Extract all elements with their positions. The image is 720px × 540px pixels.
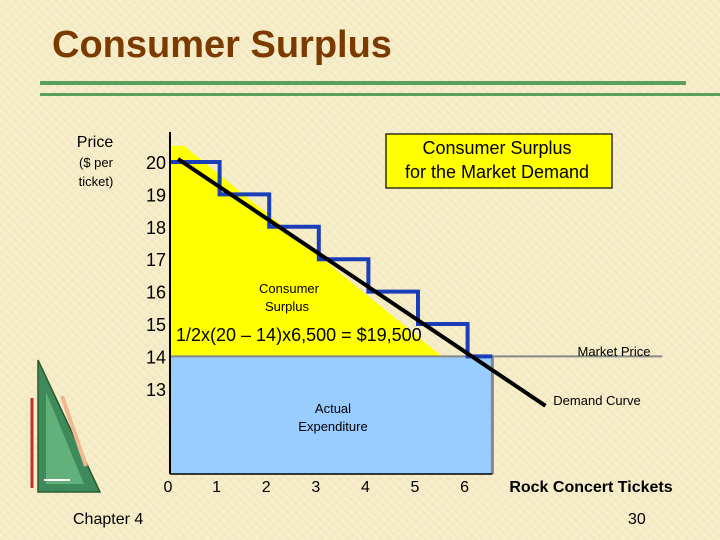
callout-box: Consumer Surplus for the Market Demand	[385, 133, 613, 189]
callout-line1: Consumer Surplus	[422, 138, 571, 158]
actual-expenditure-area	[170, 356, 493, 474]
surplus-label-line2: Surplus	[265, 299, 310, 314]
market-price-label: Market Price	[578, 344, 651, 359]
title-rule-top	[40, 81, 686, 85]
expenditure-label-line2: Expenditure	[298, 419, 367, 434]
x-tick-label: 4	[361, 479, 370, 496]
y-tick-label: 18	[146, 218, 166, 238]
chapter-label: Chapter 4	[73, 511, 144, 528]
x-axis-label: Rock Concert Tickets	[509, 479, 672, 496]
x-tick-label: 3	[311, 479, 320, 496]
consumer-surplus-triangle	[170, 162, 443, 357]
y-tick-label: 20	[146, 153, 166, 173]
page-number: 30	[628, 511, 646, 528]
slide-title: Consumer Surplus	[52, 24, 392, 66]
callout-line2: for the Market Demand	[405, 162, 589, 182]
y-tick-label: 19	[146, 185, 166, 205]
y-axis-sublabel-line2: ticket)	[79, 174, 114, 189]
y-tick-label: 15	[146, 315, 166, 335]
y-tick-label: 16	[146, 283, 166, 303]
title-rule-bottom	[40, 93, 720, 96]
x-tick-label: 2	[262, 479, 271, 496]
y-tick-label: 14	[146, 347, 166, 367]
demand-curve-line	[176, 157, 547, 408]
y-tick-label: 13	[146, 380, 166, 400]
y-tick-label: 17	[146, 250, 166, 270]
demand-curve-label: Demand Curve	[553, 393, 640, 408]
x-tick-label: 0	[164, 479, 173, 496]
expenditure-label-line1: Actual	[315, 401, 351, 416]
x-tick-label: 6	[460, 479, 469, 496]
y-axis-sublabel-line1: ($ per	[79, 155, 114, 170]
y-axis-label: Price	[77, 134, 114, 151]
surplus-formula: 1/2x(20 – 14)x6,500 = $19,500	[176, 325, 422, 345]
x-tick-label: 5	[411, 479, 420, 496]
triangle-ruler-icon	[30, 359, 102, 493]
x-tick-label: 1	[212, 479, 221, 496]
surplus-label-line1: Consumer	[259, 281, 320, 296]
